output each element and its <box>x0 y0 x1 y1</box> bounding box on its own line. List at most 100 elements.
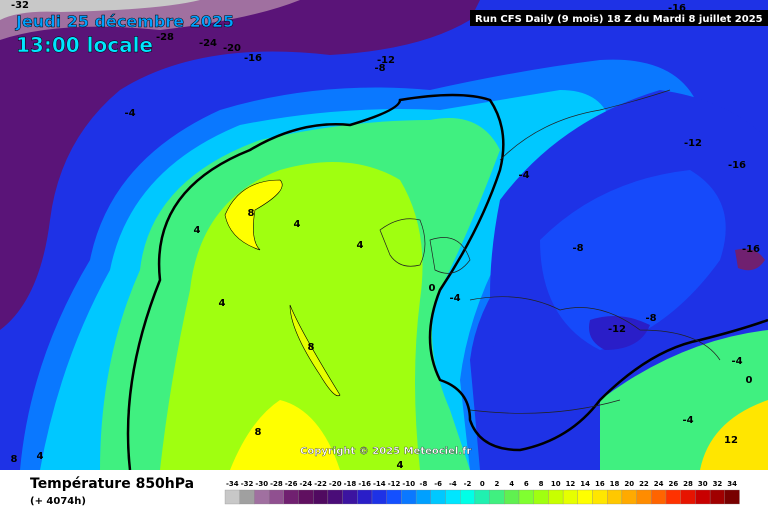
scale-swatch <box>636 489 652 505</box>
scale-swatch <box>709 489 725 505</box>
scale-label: -16 <box>358 480 371 488</box>
scale-label: 34 <box>727 480 737 488</box>
contour-label: 4 <box>294 219 301 230</box>
scale-swatch <box>430 489 446 505</box>
contour-label: -4 <box>682 415 693 426</box>
scale-label: 12 <box>566 480 576 488</box>
scale-swatch <box>680 489 696 505</box>
scale-swatch <box>327 489 343 505</box>
scale-label: -26 <box>285 480 298 488</box>
contour-label: -4 <box>731 356 742 367</box>
scale-swatch <box>401 489 417 505</box>
scale-label: 10 <box>551 480 561 488</box>
contour-label: 8 <box>248 208 255 219</box>
contour-label: -16 <box>742 244 760 255</box>
scale-label: -8 <box>420 480 428 488</box>
scale-swatch <box>724 489 740 505</box>
scale-label: 0 <box>480 480 485 488</box>
scale-swatch <box>592 489 608 505</box>
scale-swatch <box>562 489 578 505</box>
scale-swatch <box>504 489 520 505</box>
scale-label: 32 <box>713 480 723 488</box>
scale-label: -30 <box>255 480 268 488</box>
scale-swatch <box>518 489 534 505</box>
scale-swatch <box>460 489 476 505</box>
contour-label: 4 <box>397 460 404 471</box>
scale-swatch <box>474 489 490 505</box>
scale-swatch <box>386 489 402 505</box>
forecast-time: 13:00 locale <box>16 33 153 57</box>
contour-label: 0 <box>429 283 436 294</box>
scale-label: -12 <box>388 480 401 488</box>
lead-time: (+ 4074h) <box>30 496 86 507</box>
contour-label: 8 <box>255 427 262 438</box>
contour-label: -16 <box>668 3 686 14</box>
contour-label: -20 <box>223 43 241 54</box>
scale-swatch <box>239 489 255 505</box>
contour-label: -12 <box>377 55 395 66</box>
scale-swatch <box>357 489 373 505</box>
scale-label: -22 <box>314 480 327 488</box>
scale-swatch <box>313 489 329 505</box>
copyright: Copyright © 2025 Meteociel.fr <box>300 446 471 457</box>
scale-label: -20 <box>329 480 342 488</box>
scale-label: 24 <box>654 480 664 488</box>
scale-swatch <box>548 489 564 505</box>
field-title: Température 850hPa <box>30 476 194 492</box>
contour-label: -4 <box>124 108 135 119</box>
contour-label: 4 <box>37 451 44 462</box>
scale-label: -14 <box>373 480 386 488</box>
contour-label: -8 <box>374 63 385 74</box>
scale-label: 16 <box>595 480 605 488</box>
scale-label: -28 <box>270 480 283 488</box>
scale-swatch <box>298 489 314 505</box>
scale-label: -4 <box>449 480 457 488</box>
contour-label: -4 <box>518 170 529 181</box>
scale-label: 22 <box>639 480 649 488</box>
scale-swatch <box>445 489 461 505</box>
scale-label: 20 <box>624 480 634 488</box>
contour-label: -4 <box>449 293 460 304</box>
contour-label: -24 <box>199 38 217 49</box>
contour-label: 12 <box>724 435 738 446</box>
contour-label: 0 <box>746 375 753 386</box>
contour-label: 4 <box>357 240 364 251</box>
scale-swatch <box>695 489 711 505</box>
scale-swatch <box>342 489 358 505</box>
temperature-field <box>0 0 768 470</box>
scale-swatch <box>283 489 299 505</box>
scale-swatch <box>577 489 593 505</box>
scale-label: -24 <box>300 480 313 488</box>
scale-label: -34 <box>226 480 239 488</box>
contour-label: 8 <box>11 454 18 465</box>
scale-label: -2 <box>464 480 472 488</box>
run-banner <box>470 10 768 26</box>
scale-swatch <box>665 489 681 505</box>
scale-swatch <box>489 489 505 505</box>
scale-swatch <box>607 489 623 505</box>
scale-swatch <box>651 489 667 505</box>
scale-label: 26 <box>668 480 678 488</box>
scale-swatch <box>533 489 549 505</box>
scale-label: 14 <box>580 480 590 488</box>
scale-swatch <box>254 489 270 505</box>
scale-label: -6 <box>434 480 442 488</box>
coastlines <box>379 89 721 414</box>
scale-swatch <box>224 489 240 505</box>
contour-label: -8 <box>572 243 583 254</box>
contour-label: -32 <box>11 0 29 11</box>
contour-label: -12 <box>684 138 702 149</box>
run-info: Run CFS Daily (9 mois) 18 Z du Mardi 8 j… <box>475 14 763 25</box>
scale-label: 18 <box>610 480 620 488</box>
scale-label: -10 <box>402 480 415 488</box>
zero-contour <box>126 93 768 471</box>
scale-swatch <box>268 489 284 505</box>
contour-label: -28 <box>156 32 174 43</box>
forecast-date: Jeudi 25 décembre 2025 <box>15 12 234 31</box>
scale-label: 30 <box>698 480 708 488</box>
contour-label: -12 <box>608 324 626 335</box>
scale-swatch <box>621 489 637 505</box>
scale-label: 6 <box>524 480 529 488</box>
